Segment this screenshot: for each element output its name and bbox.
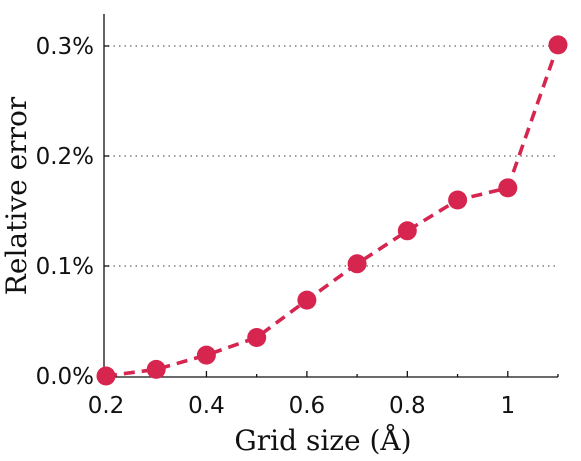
- x-axis-title: Grid size (Å): [234, 424, 411, 457]
- gridlines: [108, 45, 558, 267]
- data-point: [448, 190, 468, 210]
- data-point: [196, 345, 216, 365]
- data-point: [347, 254, 367, 274]
- x-tick-label: 0.6: [289, 393, 326, 419]
- x-tick-label: 0.8: [389, 393, 426, 419]
- y-axis-title: Relative error: [0, 96, 33, 295]
- data-point: [397, 221, 417, 241]
- x-tick-label: 0.4: [188, 393, 225, 419]
- data-point: [247, 328, 267, 347]
- y-tick-label: 0.1%: [36, 254, 94, 280]
- y-tick-label: 0.2%: [36, 144, 94, 170]
- ticks: 0.0% 0.1% 0.2% 0.3% 0.2 0.4 0.6 0.8 1: [36, 34, 559, 419]
- y-tick-label: 0.0%: [36, 364, 94, 390]
- data-point: [96, 366, 116, 386]
- data-point: [548, 35, 568, 55]
- data-point: [498, 178, 518, 198]
- series: [96, 35, 568, 386]
- axes: [103, 14, 558, 378]
- data-point: [297, 290, 317, 310]
- data-point: [146, 359, 166, 379]
- series-line: [105, 44, 560, 378]
- y-tick-label: 0.3%: [36, 34, 94, 60]
- x-tick-label: 1: [500, 393, 515, 419]
- x-tick-label: 0.2: [88, 393, 125, 419]
